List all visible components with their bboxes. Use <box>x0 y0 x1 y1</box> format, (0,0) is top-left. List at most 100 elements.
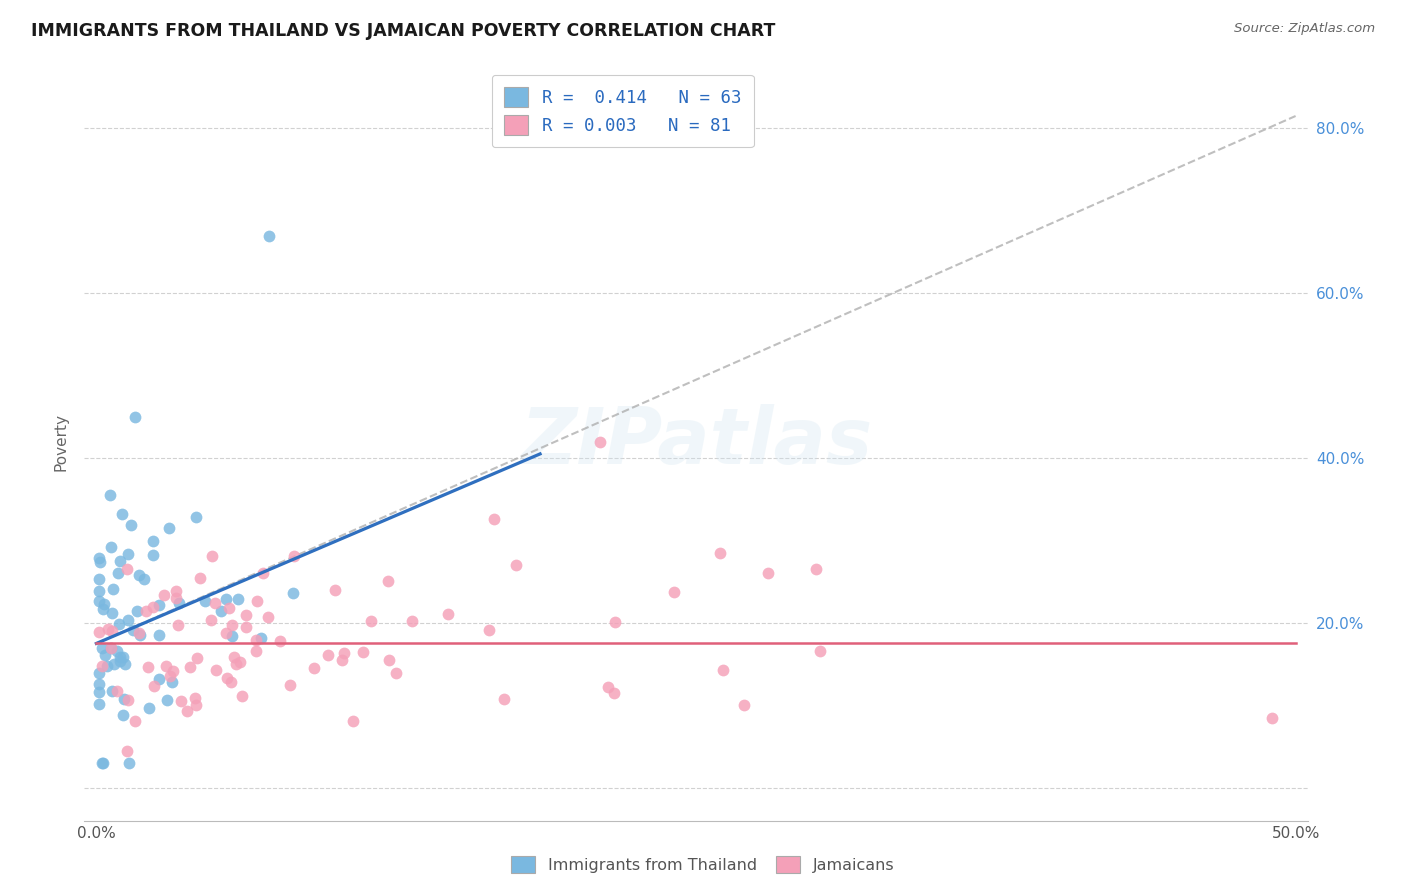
Point <box>153 588 176 602</box>
Y-axis label: Poverty: Poverty <box>53 412 69 471</box>
Point <box>662 585 685 599</box>
Point <box>142 599 165 614</box>
Point <box>103 657 125 672</box>
Point <box>165 584 187 599</box>
Point <box>201 549 224 563</box>
Point <box>205 664 228 678</box>
Point <box>112 707 135 722</box>
Point <box>808 644 831 658</box>
Point <box>342 714 364 728</box>
Point <box>98 488 121 502</box>
Point <box>129 627 152 641</box>
Point <box>186 698 208 712</box>
Point <box>176 704 198 718</box>
Point <box>179 659 201 673</box>
Point <box>235 608 257 623</box>
Point <box>112 650 135 665</box>
Point <box>148 672 170 686</box>
Point <box>100 683 122 698</box>
Point <box>162 665 184 679</box>
Point <box>115 562 138 576</box>
Point <box>733 698 755 713</box>
Point <box>188 570 211 584</box>
Point <box>183 690 205 705</box>
Point <box>112 691 135 706</box>
Point <box>235 619 257 633</box>
Point <box>87 550 110 565</box>
Point <box>225 657 247 671</box>
Point <box>281 586 304 600</box>
Point <box>589 434 612 449</box>
Point <box>1260 711 1282 725</box>
Point <box>142 549 165 563</box>
Point <box>108 554 131 568</box>
Point <box>184 510 207 524</box>
Point <box>101 607 124 621</box>
Point <box>302 661 325 675</box>
Text: IMMIGRANTS FROM THAILAND VS JAMAICAN POVERTY CORRELATION CHART: IMMIGRANTS FROM THAILAND VS JAMAICAN POV… <box>31 22 775 40</box>
Point <box>377 653 399 667</box>
Point <box>226 591 249 606</box>
Point <box>134 572 156 586</box>
Point <box>278 678 301 692</box>
Legend: R =  0.414   N = 63, R = 0.003   N = 81: R = 0.414 N = 63, R = 0.003 N = 81 <box>492 75 754 147</box>
Point <box>124 409 146 424</box>
Point <box>107 566 129 581</box>
Point <box>117 693 139 707</box>
Point <box>167 596 190 610</box>
Text: Source: ZipAtlas.com: Source: ZipAtlas.com <box>1234 22 1375 36</box>
Point <box>165 591 187 605</box>
Point <box>118 756 141 770</box>
Point <box>478 623 501 637</box>
Point <box>124 714 146 728</box>
Point <box>215 626 238 640</box>
Point <box>709 546 731 560</box>
Point <box>194 594 217 608</box>
Point <box>159 669 181 683</box>
Point <box>87 573 110 587</box>
Point <box>105 643 128 657</box>
Point <box>492 692 515 706</box>
Point <box>108 617 131 632</box>
Point <box>219 675 242 690</box>
Point <box>605 615 627 629</box>
Point <box>252 566 274 581</box>
Point <box>138 701 160 715</box>
Point <box>352 645 374 659</box>
Point <box>756 566 779 580</box>
Point <box>231 689 253 703</box>
Point <box>323 583 346 598</box>
Point <box>170 694 193 708</box>
Point <box>120 517 142 532</box>
Point <box>96 659 118 673</box>
Legend: Immigrants from Thailand, Jamaicans: Immigrants from Thailand, Jamaicans <box>505 849 901 880</box>
Point <box>117 613 139 627</box>
Point <box>596 680 619 694</box>
Point <box>148 599 170 613</box>
Point <box>91 756 114 770</box>
Point <box>108 650 131 665</box>
Point <box>316 648 339 662</box>
Point <box>330 652 353 666</box>
Point <box>166 618 188 632</box>
Point <box>401 614 423 628</box>
Point <box>333 646 356 660</box>
Point <box>221 618 243 632</box>
Point <box>215 592 238 607</box>
Point <box>105 683 128 698</box>
Point <box>87 593 110 607</box>
Point <box>90 640 112 655</box>
Point <box>229 656 252 670</box>
Point <box>135 604 157 618</box>
Text: ZIPatlas: ZIPatlas <box>520 403 872 480</box>
Point <box>204 596 226 610</box>
Point <box>97 622 120 636</box>
Point <box>87 624 110 639</box>
Point <box>186 651 208 665</box>
Point <box>87 685 110 699</box>
Point <box>94 648 117 662</box>
Point <box>257 610 280 624</box>
Point <box>218 601 240 615</box>
Point <box>128 625 150 640</box>
Point <box>87 584 110 599</box>
